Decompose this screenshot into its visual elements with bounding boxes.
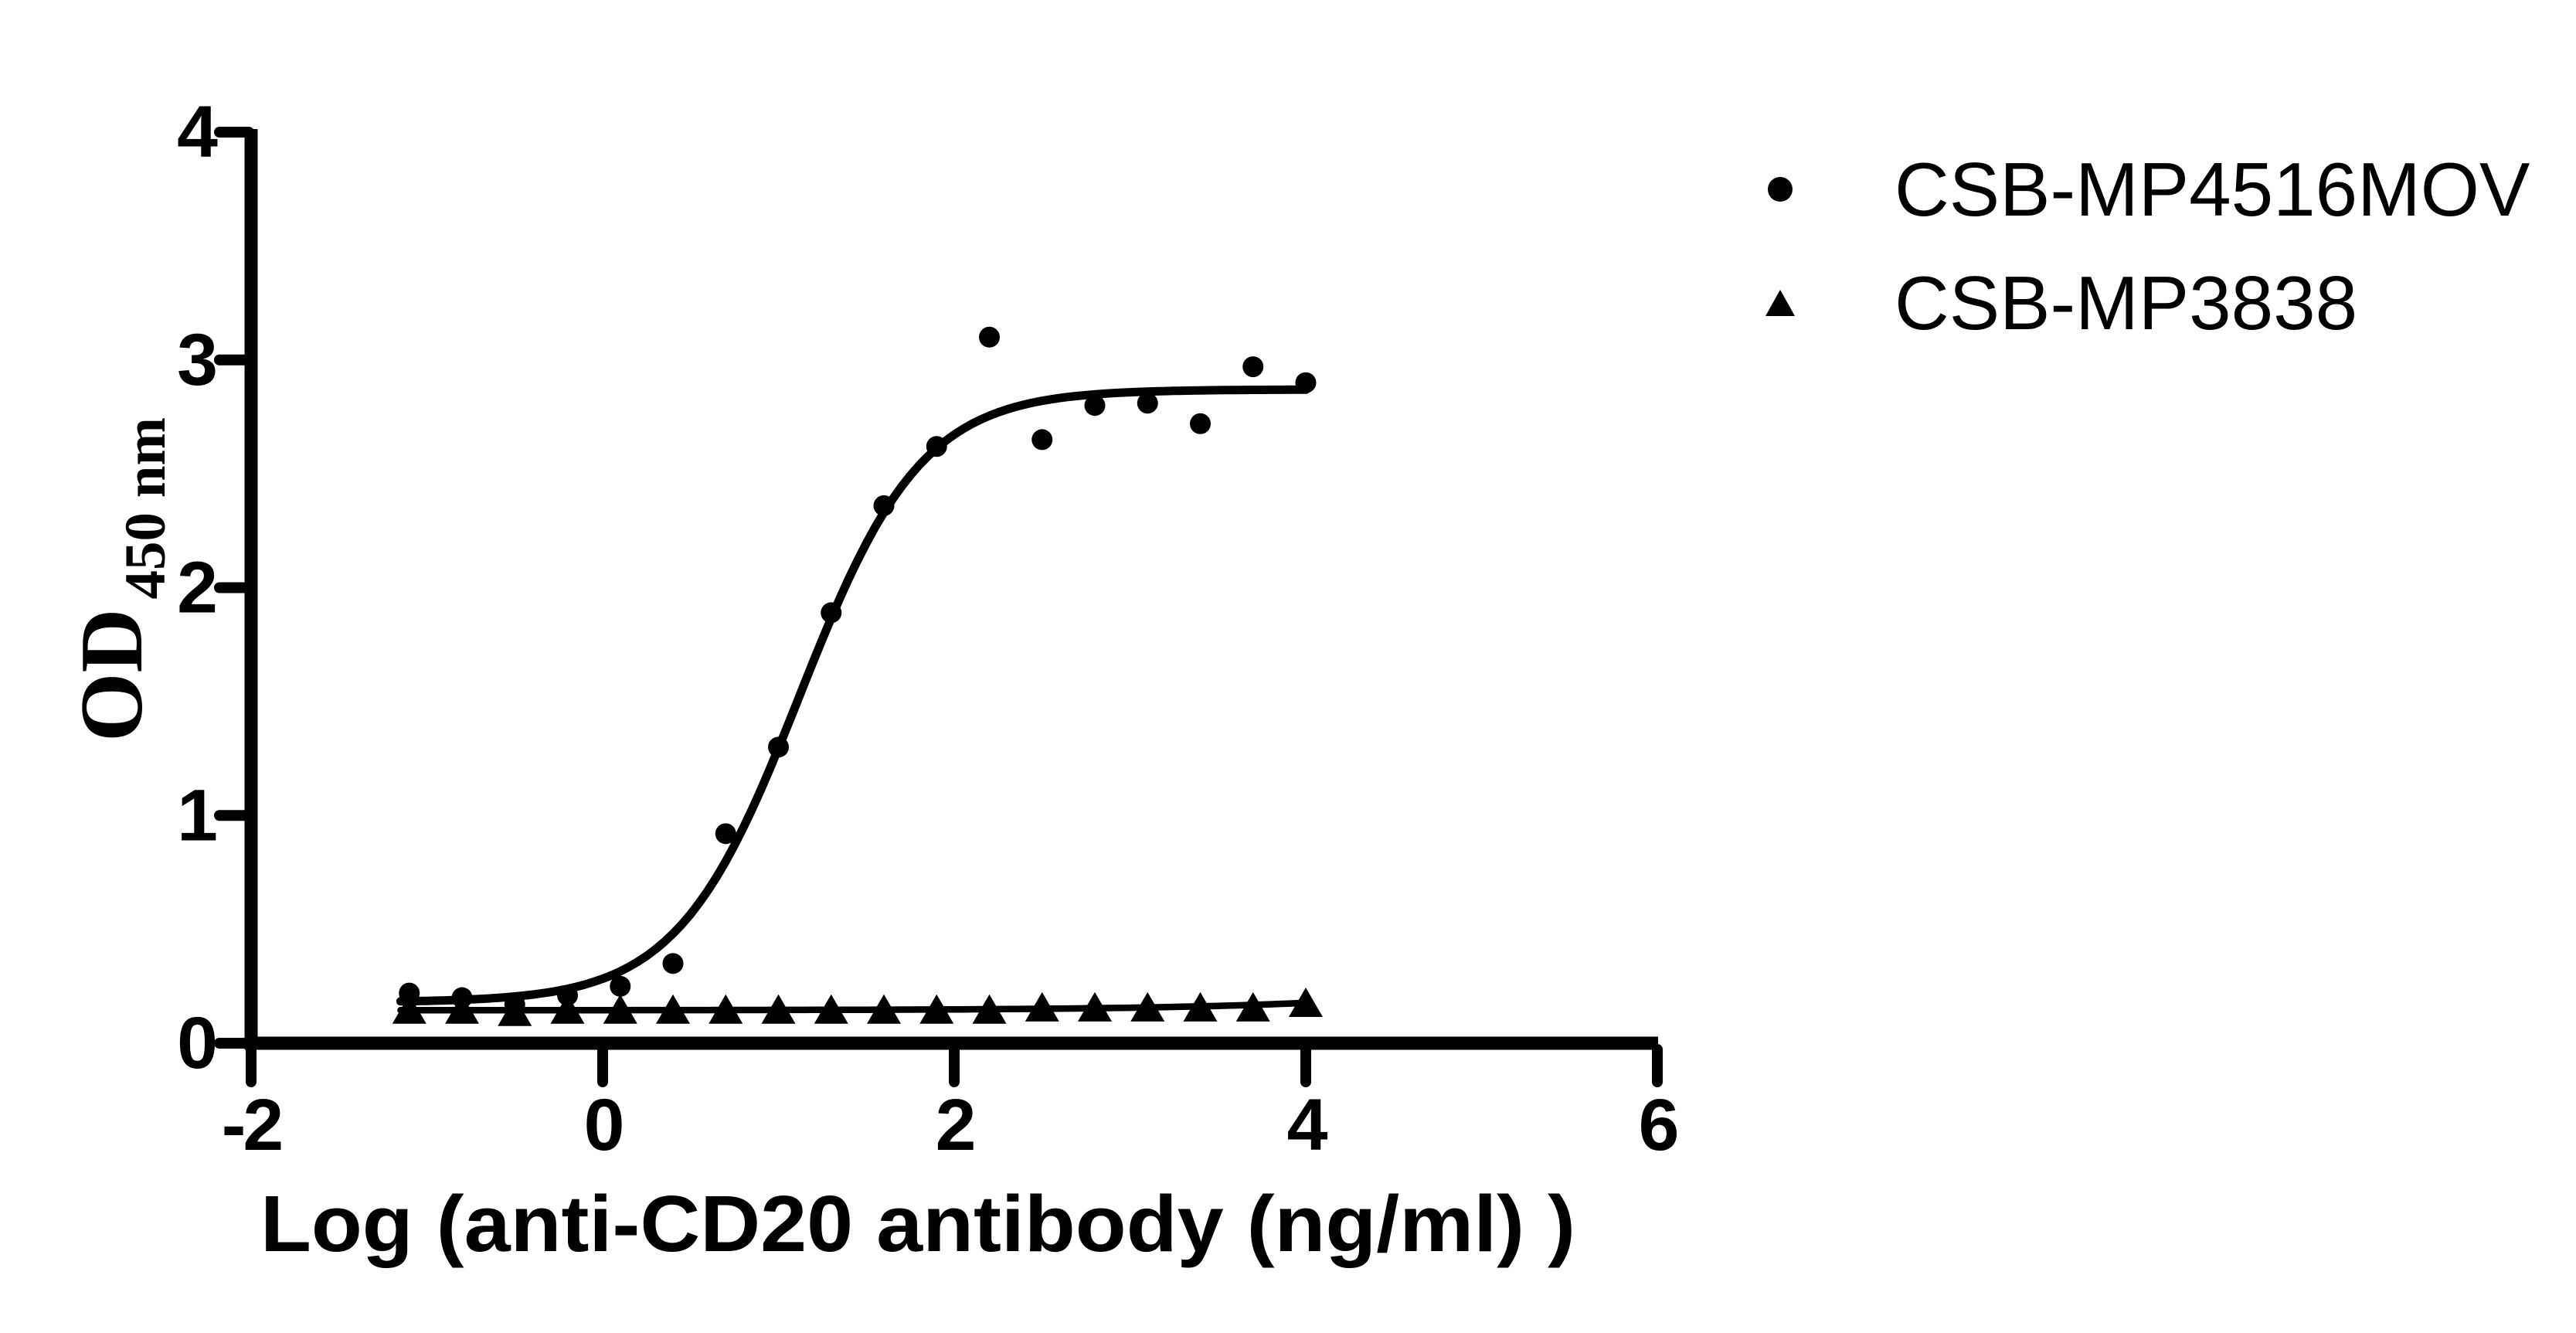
legend-label-csb-mp4516mov: CSB-MP4516MOV [1895,147,2530,232]
data-point-triangle [445,994,479,1024]
data-point-triangle [972,994,1007,1024]
data-point-circle [1031,429,1053,451]
data-point-triangle [1078,991,1112,1022]
legend: CSB-MP4516MOV CSB-MP3838 [1765,147,2530,345]
y-tick-label: 3 [177,319,216,401]
data-point-triangle [814,994,848,1024]
data-point-circle [873,495,895,516]
fit-curve-circle-series [396,385,1310,1006]
data-point-circle [926,436,947,457]
data-point-circle [1242,356,1264,378]
data-point-circle [399,982,420,1004]
x-axis-title: Log (anti-CD20 antibody (ng/ml) ) [260,1179,1575,1268]
y-axis-title-subscript: 450 nm [114,417,178,599]
data-point-circle [768,736,789,758]
data-point-triangle [867,994,901,1024]
y-tick-label: 1 [177,774,216,856]
data-point-triangle [709,994,743,1024]
legend-label-csb-mp3838: CSB-MP3838 [1895,260,2357,345]
y-axis-title-main: OD [63,608,161,742]
y-axis-title: OD 450 nm [63,417,178,742]
y-tick-label: 4 [177,91,218,173]
data-point-circle [1137,393,1158,414]
data-point-triangle [1235,991,1270,1022]
data-point-triangle [761,994,796,1024]
data-point-triangle [498,996,532,1026]
x-tick-label: 2 [936,1084,974,1166]
data-point-circle [1295,372,1317,393]
data-point-triangle [656,994,690,1024]
x-tick-label: -2 [222,1084,282,1166]
triangle-marker-icon [1765,290,1795,316]
data-point-triangle [1183,991,1218,1022]
fit-curve-triangle-series [397,999,1310,1014]
circle-marker-icon [1768,177,1793,202]
data-point-circle [662,953,684,974]
data-point-triangle [1289,987,1323,1017]
data-point-triangle [1130,991,1165,1022]
data-series [392,326,1323,1026]
data-point-circle [821,602,842,624]
x-tick-label: 4 [1287,1084,1328,1166]
data-point-circle [715,823,736,845]
legend-item-csb-mp4516mov: CSB-MP4516MOV [1768,147,2530,232]
data-point-circle [1190,413,1211,434]
legend-item-csb-mp3838: CSB-MP3838 [1765,260,2357,345]
data-point-circle [979,326,1000,348]
data-point-triangle [392,994,427,1024]
data-point-triangle [603,994,637,1024]
data-point-triangle [919,994,954,1024]
data-point-triangle [550,994,585,1024]
x-tick-label: 6 [1639,1084,1677,1166]
y-tick-label: 2 [177,547,216,629]
data-point-circle [610,975,631,997]
data-point-circle [1084,395,1106,417]
y-tick-label: 0 [177,1002,215,1084]
x-tick-label: 0 [584,1084,622,1166]
data-point-triangle [1025,991,1059,1022]
